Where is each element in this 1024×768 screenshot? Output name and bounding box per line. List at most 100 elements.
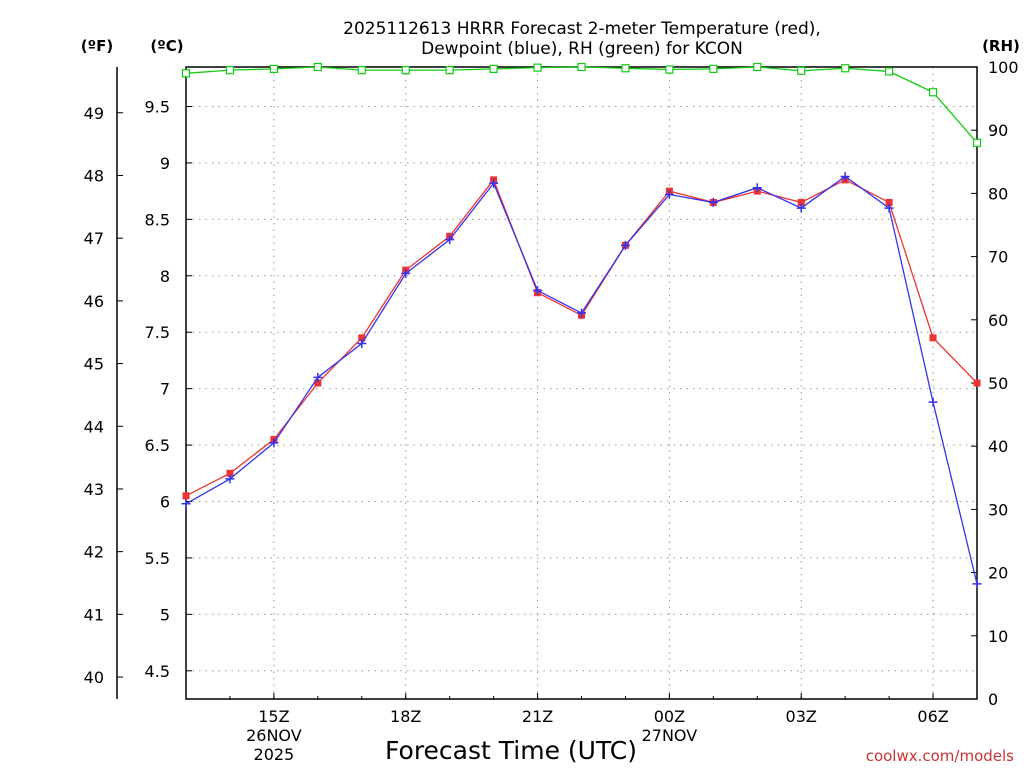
- rh-tick-label: 100: [988, 58, 1019, 77]
- rh-tick-label: 20: [988, 564, 1008, 583]
- rh-point: [445, 66, 454, 75]
- x-tick-label: 18Z: [390, 707, 421, 726]
- dewpoint-point: [489, 178, 499, 188]
- chart-title-line-1: 2025112613 HRRR Forecast 2-meter Tempera…: [343, 19, 821, 39]
- temperature-point: [797, 198, 805, 206]
- rh-point: [225, 66, 235, 75]
- rh-tick-label: 80: [988, 184, 1008, 203]
- celsius-tick-label: 9: [160, 154, 170, 173]
- celsius-tick-label: 6.5: [145, 436, 170, 455]
- rh-point: [709, 64, 718, 73]
- dewpoint-point: [533, 285, 543, 295]
- dewpoint-point: [225, 474, 235, 484]
- date-label: 27NOV: [642, 726, 698, 745]
- x-tick-label: 00Z: [654, 707, 685, 726]
- fahrenheit-tick-label: 43: [84, 480, 104, 499]
- axis-ticks: 4.5 5 5.5 6 6.5 7 7.5 8 8.5 9 9.5 40 41 42 43 44 45 46 47 4…: [84, 58, 1019, 764]
- rh-point: [181, 69, 191, 78]
- dewpoint-point: [269, 438, 279, 448]
- temperature-point: [929, 334, 937, 342]
- dewpoint-point: [620, 240, 630, 250]
- date-label: 2025: [254, 745, 295, 764]
- x-axis-title: Forecast Time (UTC): [385, 736, 637, 765]
- rh-point: [269, 64, 278, 73]
- rh-tick-label: 50: [988, 374, 1008, 393]
- temperature-point: [885, 198, 893, 206]
- rh-point: [357, 66, 366, 75]
- rh-tick-label: 60: [988, 311, 1008, 330]
- fahrenheit-unit-label: (ºF): [81, 37, 113, 55]
- celsius-tick-label: 5: [160, 605, 170, 624]
- dewpoint-point: [884, 203, 894, 213]
- dewpoint-point: [357, 339, 367, 348]
- rh-point: [401, 66, 410, 75]
- fahrenheit-tick-label: 48: [84, 166, 104, 185]
- celsius-tick-label: 5.5: [145, 549, 170, 568]
- x-tick-label: 06Z: [917, 707, 948, 726]
- celsius-tick-label: 7.5: [145, 323, 170, 342]
- rh-point: [797, 66, 806, 75]
- rh-point: [885, 67, 894, 76]
- dewpoint-point: [708, 197, 718, 207]
- dewpoint-point: [928, 397, 938, 407]
- dewpoint-point: [840, 171, 850, 181]
- celsius-tick-label: 4.5: [145, 662, 170, 681]
- dewpoint-point: [181, 499, 191, 509]
- dewpoint-point: [972, 579, 982, 589]
- fahrenheit-tick-label: 49: [84, 104, 104, 123]
- series-line-rh: [185, 66, 978, 144]
- dewpoint-point: [752, 183, 762, 193]
- rh-point: [928, 88, 938, 97]
- rh-point: [313, 62, 322, 72]
- rh-point: [841, 64, 850, 73]
- temperature-point: [358, 334, 366, 342]
- fahrenheit-tick-label: 41: [84, 605, 104, 624]
- x-tick-label: 15Z: [258, 707, 289, 726]
- celsius-unit-label: (ºC): [150, 37, 183, 55]
- date-label: 26NOV: [246, 726, 302, 745]
- dewpoint-point: [664, 190, 674, 200]
- rh-tick-label: 0: [988, 690, 998, 709]
- temperature-point: [973, 379, 981, 387]
- x-tick-label: 21Z: [522, 707, 553, 726]
- fahrenheit-tick-label: 45: [84, 355, 104, 374]
- dewpoint-point: [445, 235, 455, 245]
- fahrenheit-tick-label: 47: [84, 229, 104, 248]
- series-line-temperature: [185, 178, 978, 497]
- celsius-tick-label: 8: [160, 267, 170, 286]
- rh-tick-label: 90: [988, 121, 1008, 140]
- dewpoint-point: [577, 308, 586, 318]
- dewpoint-point: [313, 372, 323, 382]
- fahrenheit-tick-label: 40: [84, 668, 104, 687]
- series-temperature: [182, 176, 981, 500]
- rh-point: [489, 64, 498, 73]
- rh-tick-label: 10: [988, 627, 1008, 646]
- rh-unit-label: (RH): [982, 37, 1020, 55]
- fahrenheit-tick-label: 44: [84, 417, 104, 436]
- temperature-point: [226, 469, 234, 477]
- temperature-point: [182, 492, 190, 500]
- rh-point: [753, 62, 762, 72]
- dewpoint-point: [401, 269, 411, 279]
- celsius-tick-label: 9.5: [145, 98, 170, 117]
- series-line-dewpoint: [185, 175, 978, 585]
- source-credit: coolwx.com/models: [866, 747, 1014, 765]
- celsius-tick-label: 8.5: [145, 210, 170, 229]
- rh-point: [665, 65, 674, 74]
- rh-tick-label: 70: [988, 248, 1008, 267]
- chart-title-line-2: Dewpoint (blue), RH (green) for KCON: [421, 39, 743, 59]
- grid-lines: [186, 67, 977, 699]
- rh-tick-label: 40: [988, 437, 1008, 456]
- celsius-tick-label: 7: [160, 380, 170, 399]
- celsius-tick-label: 6: [160, 493, 170, 512]
- series-rh: [181, 62, 982, 147]
- rh-tick-label: 30: [988, 500, 1008, 519]
- rh-point: [972, 138, 982, 147]
- data-series: [181, 62, 982, 589]
- plot-frame: [185, 66, 978, 700]
- rh-point: [621, 64, 630, 73]
- fahrenheit-tick-label: 46: [84, 292, 104, 311]
- rh-point: [577, 62, 586, 72]
- x-tick-label: 03Z: [786, 707, 817, 726]
- rh-point: [533, 63, 542, 72]
